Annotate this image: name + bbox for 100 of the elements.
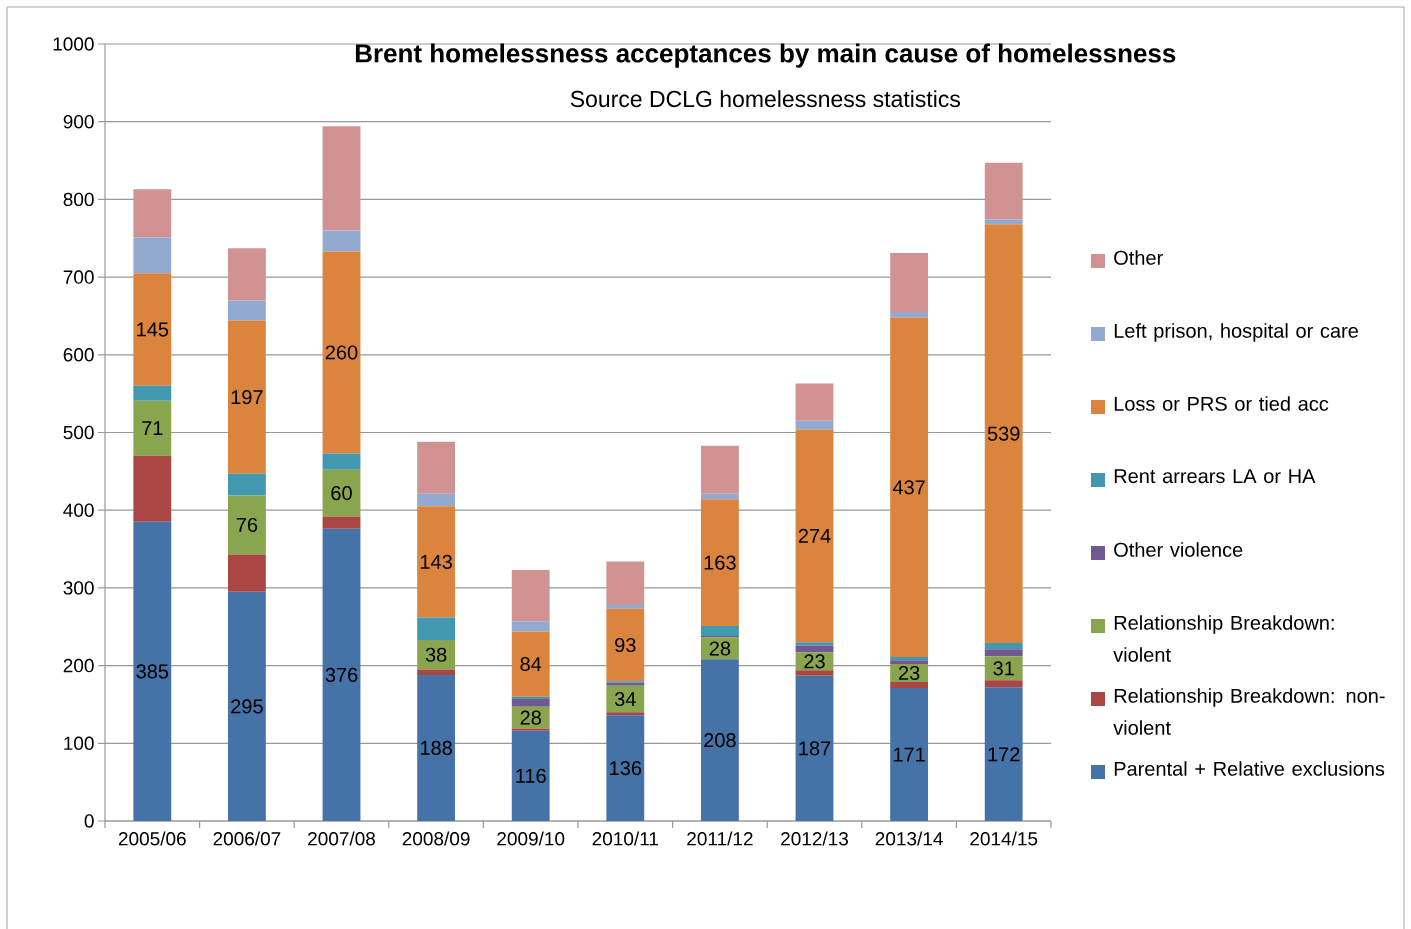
data-label: 60: [331, 486, 352, 501]
bar: [133, 455, 172, 522]
bar: [417, 441, 456, 494]
bar: [795, 675, 834, 821]
bar: [322, 453, 361, 470]
bar: [890, 681, 929, 689]
bar: [700, 445, 739, 494]
x-tick-label: 2009/10: [497, 831, 565, 846]
bar: [417, 506, 456, 618]
bar: [890, 688, 929, 821]
bar: [700, 493, 739, 500]
bar: [700, 499, 739, 626]
data-label: 76: [236, 517, 258, 533]
chart-title: Brent homelessness acceptances by main cause of homelessness: [355, 43, 1176, 68]
y-tick-label: 600: [63, 348, 94, 362]
bar: [322, 528, 361, 821]
bar: [227, 495, 266, 555]
bar: [133, 385, 172, 401]
bar: [890, 312, 929, 318]
bar: [984, 649, 1023, 657]
legend-label: Rent arrears LA or HA: [1114, 469, 1316, 484]
data-label: 376: [325, 667, 358, 682]
bar: [322, 251, 361, 454]
data-label: 34: [614, 691, 636, 707]
bar: [322, 230, 361, 252]
x-tick-label: 2011/12: [687, 831, 753, 846]
data-label: 171: [893, 747, 925, 762]
bar: [890, 660, 929, 665]
bar: [795, 383, 834, 421]
data-label: 188: [420, 740, 452, 756]
data-label: 172: [988, 747, 1020, 762]
data-label: 71: [142, 421, 163, 436]
bar: [511, 570, 550, 622]
bar: [227, 320, 266, 474]
data-label: 295: [231, 699, 263, 714]
bar: [133, 400, 172, 456]
x-tick-label: 2006/07: [213, 831, 281, 846]
bar: [227, 554, 266, 592]
x-tick-label: 2010/11: [592, 831, 658, 846]
bar: [227, 300, 266, 321]
y-tick-label: 100: [64, 736, 94, 751]
data-label: 136: [610, 761, 642, 776]
data-label: 187: [799, 741, 831, 756]
bar: [417, 493, 456, 507]
bar: [890, 317, 929, 658]
bar: [700, 625, 739, 637]
bar: [133, 273, 172, 386]
data-label: 145: [137, 322, 169, 337]
y-tick-label: 300: [63, 581, 94, 595]
legend-label: Loss or PRS or tied acc: [1114, 396, 1329, 411]
y-tick-label: 200: [63, 658, 94, 673]
bar: [322, 469, 361, 517]
bar: [133, 189, 172, 238]
data-label: 197: [231, 390, 263, 405]
bar: [795, 420, 834, 430]
bar: [795, 429, 834, 643]
bar: [606, 561, 645, 605]
data-label: 385: [136, 664, 169, 679]
bar: [795, 670, 834, 676]
bar: [606, 715, 645, 821]
bar: [984, 643, 1023, 650]
data-label: 539: [987, 426, 1020, 441]
bar: [133, 521, 172, 821]
data-label: 31: [993, 661, 1014, 676]
bar: [795, 642, 834, 646]
legend-label: Relationship Breakdown: violent: [1113, 615, 1334, 662]
bar: [890, 657, 929, 661]
y-tick-label: 900: [63, 114, 94, 129]
bar: [984, 656, 1023, 681]
bar: [511, 730, 550, 821]
bar: [322, 126, 361, 231]
legend-label: Other violence: [1114, 542, 1243, 557]
bar: [606, 604, 645, 609]
bar: [984, 687, 1023, 821]
data-label: 93: [615, 637, 636, 653]
text: Source DCLG homelessness statistics: [570, 90, 960, 108]
data-label: 28: [520, 710, 541, 725]
data-label: 23: [898, 665, 920, 681]
bar: [984, 224, 1023, 644]
data-label: 28: [709, 641, 731, 656]
bar: [511, 621, 550, 632]
bar: [417, 669, 456, 675]
bar: [227, 591, 266, 821]
bar: [511, 631, 550, 697]
y-tick-label: 800: [63, 192, 94, 207]
legend-label: Relationship Breakdown: non-violent: [1113, 688, 1385, 735]
bar: [890, 253, 929, 313]
bar: [417, 617, 456, 640]
data-label: 163: [704, 555, 736, 570]
x-tick-label: 2013/14: [875, 831, 943, 846]
x-tick-label: 2007/08: [308, 831, 376, 846]
bar: [795, 645, 834, 653]
data-label: 143: [420, 554, 452, 569]
x-tick-label: 2005/06: [118, 831, 186, 846]
bar: [322, 516, 361, 529]
data-label: 260: [325, 345, 358, 360]
data-label: 437: [892, 480, 925, 495]
y-tick-label: 400: [63, 503, 94, 517]
bar: [984, 680, 1023, 688]
y-tick-label: 500: [63, 425, 94, 440]
